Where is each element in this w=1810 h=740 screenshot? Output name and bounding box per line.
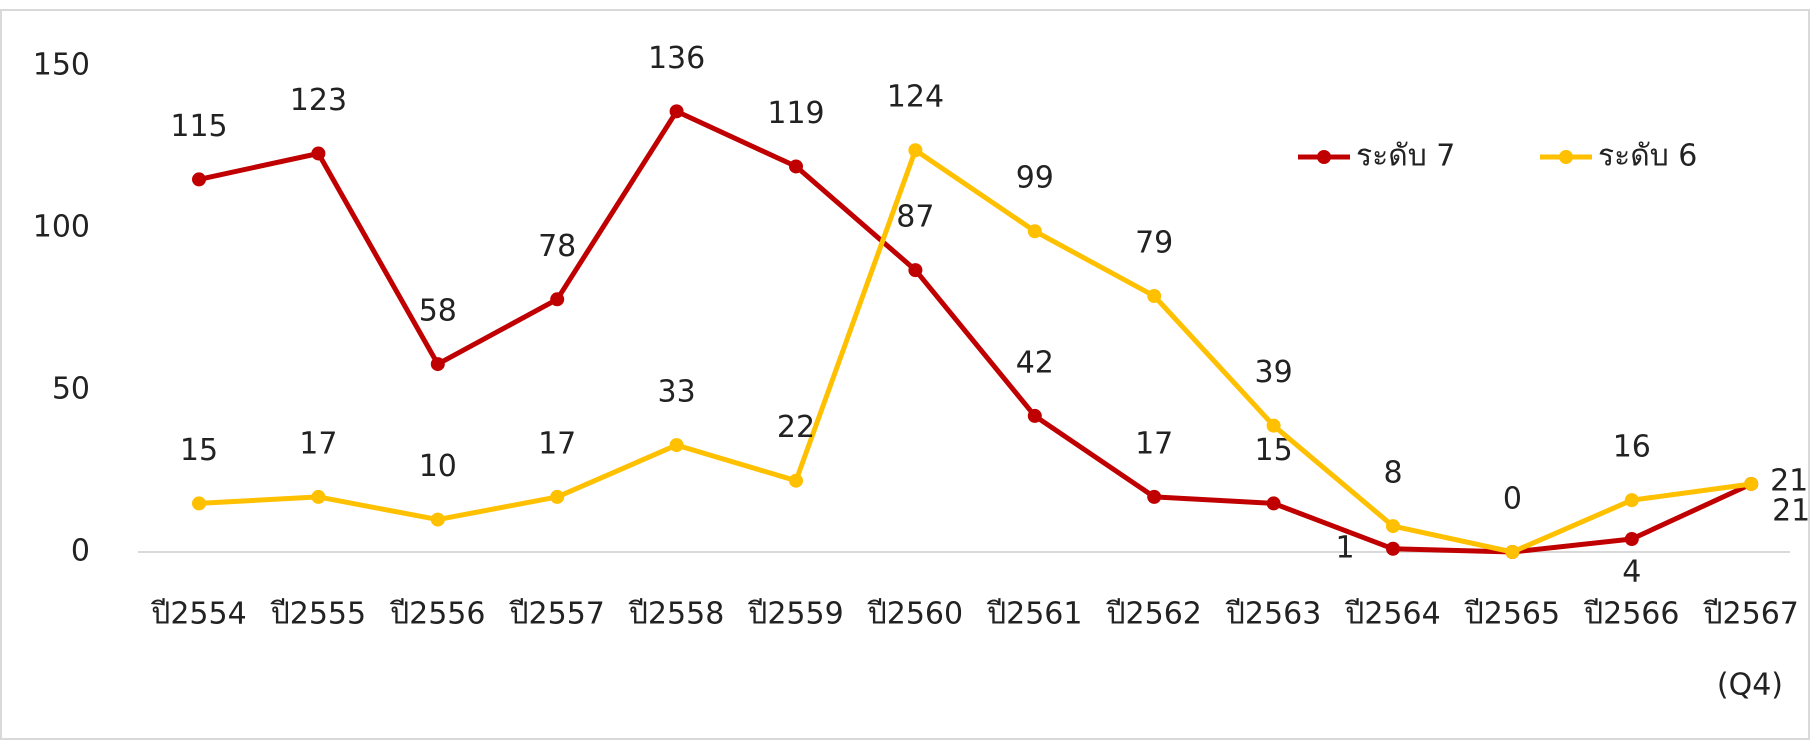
point bbox=[1266, 418, 1281, 433]
x-tick-label: ปี2556 bbox=[389, 597, 485, 632]
data-label: 42 bbox=[1016, 345, 1054, 380]
data-label: 1 bbox=[1335, 530, 1354, 565]
point bbox=[550, 292, 565, 307]
data-label: 8 bbox=[1383, 456, 1402, 491]
data-label: 79 bbox=[1135, 226, 1173, 261]
x-tick-label: ปี2563 bbox=[1225, 597, 1321, 632]
x-tick-label: ปี2561 bbox=[986, 597, 1082, 632]
data-label: 33 bbox=[658, 375, 696, 410]
legend-label: ระดับ 7 bbox=[1356, 139, 1455, 174]
data-label: 22 bbox=[777, 410, 815, 445]
data-label: 17 bbox=[538, 426, 576, 461]
point bbox=[1624, 532, 1639, 547]
data-label: 115 bbox=[170, 109, 227, 144]
y-tick-label: 50 bbox=[52, 372, 90, 407]
data-label: 124 bbox=[887, 80, 944, 115]
x-tick-label: ปี2562 bbox=[1106, 597, 1202, 632]
point bbox=[1505, 545, 1520, 559]
chart-frame bbox=[0, 9, 1810, 740]
y-tick-label: 150 bbox=[33, 48, 90, 83]
point bbox=[1744, 476, 1759, 491]
point bbox=[789, 159, 803, 174]
x-tick-label: ปี2558 bbox=[628, 597, 724, 632]
point bbox=[311, 489, 326, 504]
point bbox=[908, 263, 923, 278]
data-label: 17 bbox=[299, 426, 337, 461]
data-label: 10 bbox=[419, 449, 457, 484]
point bbox=[908, 143, 923, 158]
x-tick-label: ปี2557 bbox=[509, 597, 605, 632]
y-tick-label: 0 bbox=[71, 534, 90, 569]
legend-marker bbox=[1317, 150, 1331, 164]
x-tick-label: ปี2560 bbox=[867, 597, 963, 632]
point bbox=[1266, 496, 1281, 511]
point bbox=[311, 146, 326, 161]
legend-label: ระดับ 6 bbox=[1598, 139, 1697, 174]
x-annotation: (Q4) bbox=[1717, 668, 1783, 703]
data-label: 87 bbox=[896, 200, 934, 235]
point bbox=[1624, 493, 1639, 508]
point bbox=[669, 438, 684, 453]
data-label: 99 bbox=[1016, 161, 1054, 196]
data-label: 0 bbox=[1503, 482, 1522, 517]
point bbox=[669, 104, 684, 119]
point bbox=[1027, 224, 1042, 239]
point bbox=[1147, 489, 1162, 504]
x-tick-label: ปี2564 bbox=[1344, 597, 1440, 632]
x-tick-label: ปี2566 bbox=[1583, 597, 1679, 632]
point bbox=[550, 489, 565, 504]
data-label: 39 bbox=[1255, 355, 1293, 390]
data-label: 123 bbox=[290, 83, 347, 118]
data-label: 119 bbox=[767, 96, 824, 131]
point bbox=[192, 496, 206, 511]
point bbox=[1386, 519, 1400, 534]
data-label: 4 bbox=[1622, 555, 1641, 590]
point bbox=[1027, 408, 1042, 423]
point bbox=[192, 172, 206, 187]
data-label: 58 bbox=[419, 294, 457, 329]
series-line bbox=[198, 147, 1752, 555]
x-tick-label: ปี2565 bbox=[1464, 597, 1560, 632]
data-label: 136 bbox=[648, 41, 705, 76]
data-label: 15 bbox=[180, 433, 218, 468]
x-tick-label: ปี2555 bbox=[270, 597, 366, 632]
point bbox=[430, 357, 445, 372]
data-label: 17 bbox=[1135, 426, 1173, 461]
x-tick-label: ปี2559 bbox=[747, 597, 843, 632]
data-label: 78 bbox=[538, 229, 576, 264]
series-line bbox=[198, 108, 1753, 555]
point bbox=[1386, 541, 1400, 556]
point bbox=[789, 473, 803, 488]
legend-marker bbox=[1559, 150, 1573, 164]
y-tick-label: 100 bbox=[33, 210, 90, 245]
data-label: 21 bbox=[1772, 493, 1810, 528]
x-tick-label: ปี2554 bbox=[150, 597, 246, 632]
data-label: 16 bbox=[1613, 430, 1651, 465]
data-label: 21 bbox=[1770, 463, 1808, 498]
point bbox=[1147, 289, 1162, 304]
x-tick-label: ปี2567 bbox=[1703, 597, 1799, 632]
point bbox=[430, 512, 445, 527]
